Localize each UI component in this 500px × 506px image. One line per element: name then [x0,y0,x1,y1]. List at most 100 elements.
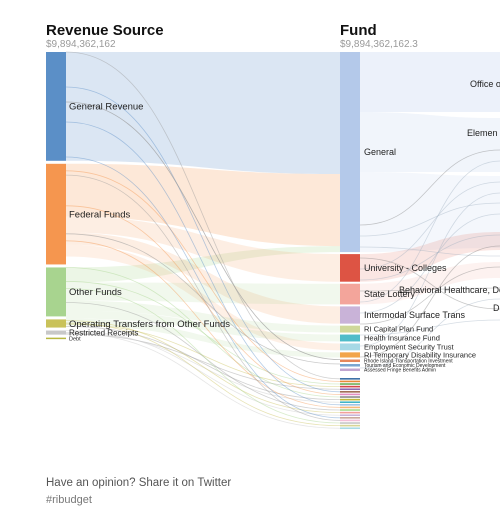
fund-total: $9,894,362,162.3 [340,39,418,50]
fund-node-tourism-and-economic-development [340,364,360,367]
source-node-operating-transfers-from-other-funds [46,319,66,328]
fund-node-minor-0 [340,378,360,380]
fund-node-minor-19 [340,427,360,430]
fund-label-tourism-and-economic-development: Tourism and Economic Development [364,363,446,369]
flow-line-minor-14 [65,330,341,416]
fund-node-minor-4 [340,388,360,391]
flow-line-dest-7 [359,160,500,303]
source-label-restricted-receipts: Restricted Receipts [69,328,138,337]
source-label-operating-transfers-from-other-funds: Operating Transfers from Other Funds [69,319,230,330]
destination-label-3: D [493,303,500,313]
fund-label-university-colleges: University - Colleges [364,263,447,273]
fund-node-minor-6 [340,393,360,396]
flow-line-minor-10 [65,121,341,406]
flow-other-funds-state-lottery [66,282,340,305]
flow-university-dest [360,232,500,282]
flow-line-dest-3 [359,257,500,310]
source-label-federal-funds: Federal Funds [69,209,131,220]
fund-label-rhode-island-transportation-investment: Rhode Island Transportation Investment [364,359,453,365]
footer-hashtag[interactable]: #ribudget [46,494,92,506]
flow-line-minor-12 [65,302,341,411]
flow-federal-funds-intermodal-surface-trans [66,232,340,324]
flow-line-minor-2 [65,281,341,385]
source-node-general-revenue [46,52,66,161]
flow-line-minor-7 [65,267,341,398]
flow-line-dest-13 [359,298,500,369]
fund-node-minor-18 [340,424,360,427]
flow-line-dest-8 [359,213,500,314]
flow-line-dest-9 [359,266,500,325]
flow-line-dest-11 [359,192,500,347]
flow-line-minor-1 [65,170,341,382]
flow-general-revenue-general [66,52,340,175]
fund-node-minor-5 [340,391,360,393]
fund-label-employment-security-trust: Employment Security Trust [364,343,455,352]
fund-node-state-lottery [340,283,360,305]
fund-node-minor-12 [340,409,360,411]
flow-line-minor-16 [65,174,341,421]
fund-node-ri-capital-plan-fund [340,325,360,333]
fund-node-university-colleges [340,254,360,282]
revenue-source-total: $9,894,362,162 [46,39,116,50]
fund-node-minor-2 [340,383,360,385]
fund-label-assessed-fringe-benefits-admin: Assessed Fringe Benefits Admin [364,368,436,374]
fund-node-health-insurance-fund [340,334,360,342]
flow-line-dest-12 [359,245,500,358]
flow-federal-funds-university-colleges [66,216,340,282]
flow-general-elementary [360,112,500,172]
source-node-debt [46,337,66,340]
footer-share-text[interactable]: Have an opinion? Share it on Twitter [46,477,232,489]
flow-line-minor-17 [65,288,341,424]
flow-line-dest-4 [359,181,500,270]
fund-node-general [340,52,360,253]
fund-node-minor-10 [340,404,360,406]
fund-node-ri-temporary-disability-insurance [340,352,360,358]
flow-lottery-dest [360,262,500,305]
flow-line-dest-10 [359,319,500,336]
fund-label-ri-temporary-disability-insurance: RI Temporary Disability Insurance [364,351,476,360]
flow-general-office [360,52,500,112]
flow-line-ff-tourism [65,233,341,365]
flow-line-dest-1 [359,202,500,237]
flow-other-funds-general [66,246,340,283]
source-node-federal-funds [46,163,66,265]
fund-node-minor-7 [340,396,360,398]
fund-node-minor-11 [340,406,360,409]
destination-label-0: Office o [470,79,500,89]
fund-node-minor-9 [340,401,360,404]
source-label-general-revenue: General Revenue [69,102,143,113]
fund-label-ri-capital-plan-fund: RI Capital Plan Fund [364,325,433,334]
fund-title: Fund [340,22,377,39]
flow-other-funds-ri-capital-plan-fund [66,300,340,333]
source-node-restricted-receipts [46,330,66,335]
flow-line-minor-13 [65,320,341,414]
destination-label-2: Behavioral Healthcare, Deve [399,285,500,295]
source-node-other-funds [46,267,66,317]
flow-line-dest-2 [359,246,500,257]
fund-node-minor-3 [340,385,360,388]
flow-line-minor-19 [65,332,341,429]
flow-line-minor-0 [65,51,341,380]
flow-line-minor-9 [65,331,341,403]
flow-line-dest-0 [359,149,500,226]
flow-other-funds-health-insurance-fund [66,310,340,342]
source-label-debt: Debt [69,336,81,342]
fund-node-minor-17 [340,422,360,424]
flow-line-minor-8 [65,326,341,401]
flow-line-minor-6 [65,205,341,395]
source-label-other-funds: Other Funds [69,287,122,298]
fund-node-rhode-island-transportation-investment [340,359,360,363]
flow-line-dest-6 [359,287,500,292]
flow-line-dest-5 [359,234,500,281]
fund-node-minor-14 [340,414,360,417]
flow-line-minor-11 [65,240,341,408]
flow-line-gr-transport [65,101,341,360]
flow-line-minor-5 [65,86,341,393]
flow-federal-funds-general [66,163,340,247]
flow-line-minor-4 [65,333,341,390]
fund-label-general: General [364,147,396,157]
fund-node-minor-1 [340,380,360,383]
fund-node-minor-15 [340,417,360,419]
flow-federal-funds-employment-security-trust [66,244,340,351]
